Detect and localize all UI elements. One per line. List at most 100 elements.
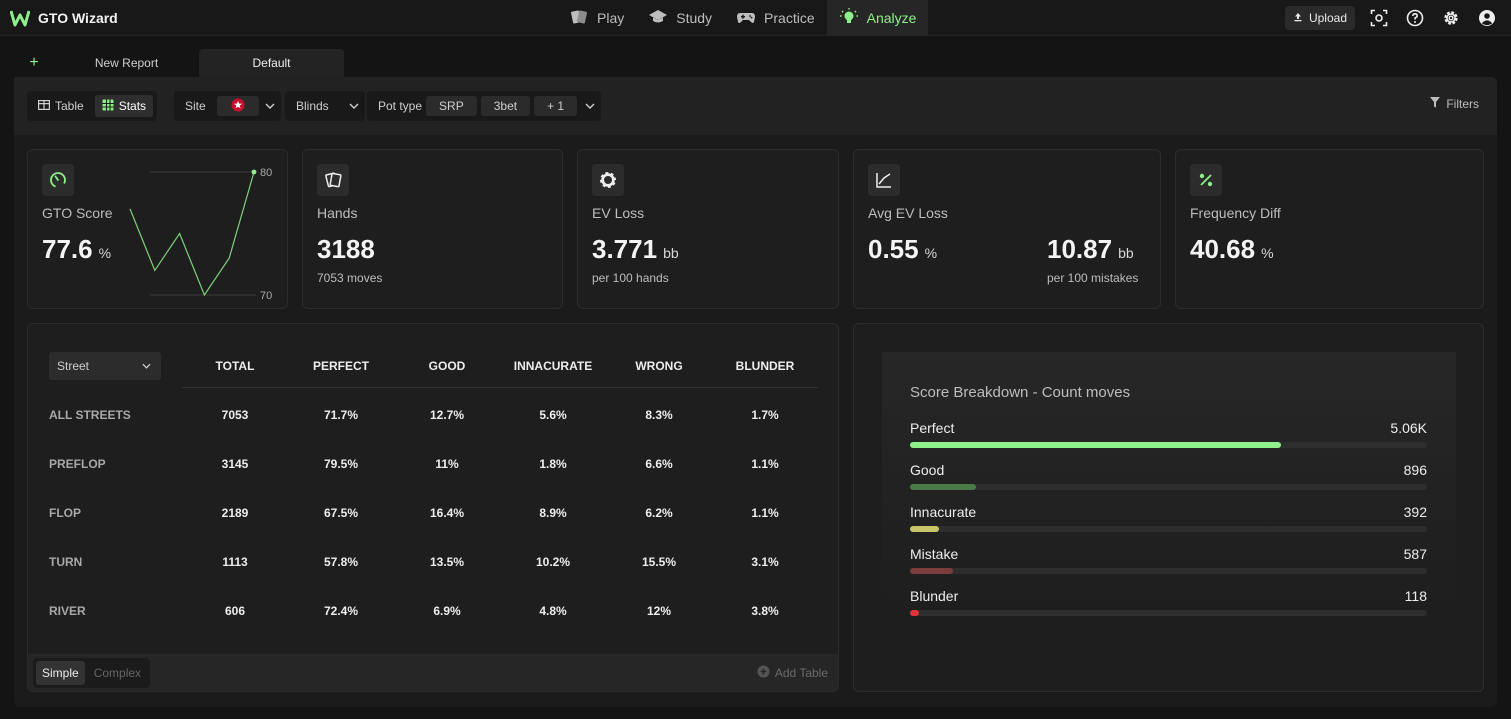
hands-card: Hands 3188 7053 moves [302,149,563,309]
upload-button[interactable]: Upload [1284,6,1355,30]
nav-practice[interactable]: Practice [724,0,827,36]
table-row[interactable]: FLOP 2189 67.5% 16.4% 8.9% 6.2% 1.1% [28,498,838,528]
cell-total: 3145 [221,457,249,471]
breakdown-track [910,484,1427,490]
site-filter[interactable]: Site [174,91,281,121]
spark-series-line [129,171,255,297]
row-label: FLOP [49,506,81,520]
score-breakdown-title: Score Breakdown - Count moves [910,384,1131,401]
breakdown-row-mistake: Mistake 587 [910,546,1427,588]
ev-loss-sub: per 100 hands [592,271,669,285]
gto-score-number: 77.6 [42,234,93,264]
cell-wrong: 12% [646,604,672,618]
frequency-diff-unit: % [1261,245,1274,261]
avg-ev-loss-unit: % [924,245,938,261]
col-innacurate[interactable]: INNACURATE [513,359,593,373]
plus-icon: + [29,54,39,71]
stats-grid-icon [102,99,114,114]
breakdown-value: 5.06K [1390,420,1427,436]
cell-total: 7053 [221,408,249,422]
view-table-button[interactable]: Table [31,95,91,117]
site-chip[interactable] [216,96,259,116]
mode-complex-button[interactable]: Complex [93,666,142,680]
add-report-button[interactable]: + [14,49,54,77]
table-header: TOTAL PERFECT GOOD INNACURATE WRONG BLUN… [182,352,818,388]
pot-type-filter[interactable]: Pot type SRP 3bet + 1 [367,91,602,121]
pot-chip-srp[interactable]: SRP [426,96,477,116]
filters-label: Filters [1446,97,1479,111]
account-icon[interactable] [1475,6,1499,30]
nav-play[interactable]: Play [557,0,636,36]
col-wrong[interactable]: WRONG [635,359,683,373]
cell-good: 6.9% [433,604,461,618]
blinds-filter[interactable]: Blinds [285,91,365,121]
pot-chip-3bet[interactable]: 3bet [480,96,531,116]
chevron-down-icon [263,99,277,113]
cell-good: 12.7% [429,408,465,422]
ev-loss-label: EV Loss [592,205,645,221]
cell-perfect: 72.4% [323,604,359,618]
breakdown-row-innacurate: Innacurate 392 [910,504,1427,546]
avg-ev-loss-bb-number: 10.87 [1047,234,1113,264]
hand-cards-icon [317,164,349,196]
score-breakdown-card: Score Breakdown - Count moves Perfect 5.… [882,352,1456,664]
pot-type-label: Pot type [378,99,423,113]
breakdown-row-good: Good 896 [910,462,1427,504]
mode-simple-button[interactable]: Simple [36,661,85,685]
street-select[interactable]: Street [49,352,161,380]
screenshot-icon[interactable] [1367,6,1391,30]
ev-loss-number: 3.771 [592,234,658,264]
col-good[interactable]: GOOD [428,359,466,373]
table-row[interactable]: PREFLOP 3145 79.5% 11% 1.8% 6.6% 1.1% [28,449,838,479]
nav-study[interactable]: Study [636,0,724,36]
table-row[interactable]: ALL STREETS 7053 71.7% 12.7% 5.6% 8.3% 1… [28,400,838,430]
filters-button[interactable]: Filters [1430,97,1479,111]
breakdown-label: Good [910,462,945,478]
plus-circle-icon [757,665,770,681]
table-row[interactable]: TURN 1113 57.8% 13.5% 10.2% 15.5% 3.1% [28,547,838,577]
nav-analyze[interactable]: Analyze [826,0,929,36]
breakdown-bar-blunder [910,610,919,616]
add-table-button[interactable]: Add Table [757,665,828,681]
gauge-icon [42,164,74,196]
breakdown-bar-mistake [910,568,953,574]
col-perfect[interactable]: PERFECT [312,359,369,373]
cell-blunder: 1.1% [751,457,779,471]
pot-chip-more[interactable]: + 1 [534,96,578,116]
cell-innacurate: 1.8% [539,457,567,471]
breakdown-track [910,568,1427,574]
gto-score-value: 77.6% [42,234,111,265]
breakdown-value: 896 [1403,462,1427,478]
tab-default[interactable]: Default [199,49,344,77]
nav-play-label: Play [597,10,625,26]
nav-practice-label: Practice [764,10,815,26]
spark-last-point [251,169,257,175]
view-stats-button[interactable]: Stats [94,95,154,117]
row-label: PREFLOP [49,457,106,471]
brand[interactable]: GTO Wizard [10,8,118,28]
site-label: Site [185,99,206,113]
chevron-down-icon [583,99,597,113]
cell-innacurate: 8.9% [539,506,567,520]
col-blunder[interactable]: BLUNDER [735,359,795,373]
cell-good: 13.5% [429,555,465,569]
chevron-down-icon [139,359,153,373]
filter-bar: Table Stats Site Blinds [14,77,1497,135]
tab-new-report[interactable]: New Report [94,56,159,70]
lightbulb-icon [839,7,859,30]
cell-good: 16.4% [429,506,465,520]
breakdown-label: Perfect [910,420,955,436]
percent-icon [1190,164,1222,196]
avg-ev-loss-sub: per 100 mistakes [1047,271,1139,285]
breakdown-bar-innacurate [910,526,939,532]
add-table-label: Add Table [774,666,828,680]
breakdown-value: 587 [1403,546,1427,562]
help-icon[interactable] [1403,6,1427,30]
col-total[interactable]: TOTAL [215,359,255,373]
gear-icon[interactable] [1439,6,1463,30]
frequency-diff-label: Frequency Diff [1190,205,1281,221]
table-row[interactable]: RIVER 606 72.4% 6.9% 4.8% 12% 3.8% [28,596,838,626]
chevron-down-icon [347,99,361,113]
table-icon [38,99,51,113]
ev-loss-unit: bb [663,245,679,261]
